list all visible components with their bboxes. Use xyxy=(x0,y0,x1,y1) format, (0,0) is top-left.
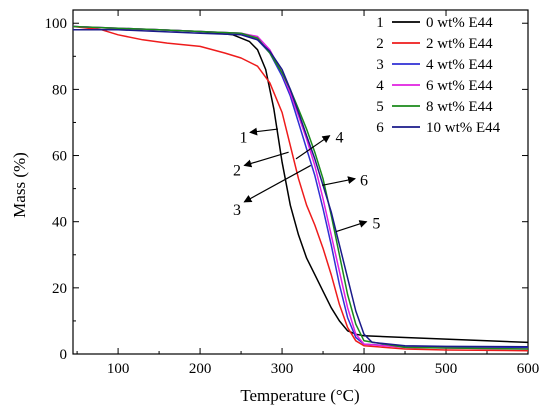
legend-index-6: 6 xyxy=(376,120,384,136)
legend-index-1: 1 xyxy=(376,15,384,31)
annotation-label-4: 4 xyxy=(335,129,343,146)
series-layer xyxy=(72,25,529,352)
y-tick-label: 40 xyxy=(52,215,67,231)
legend-label-5: 8 wt% E44 xyxy=(426,99,493,115)
x-axis-title: Temperature (°C) xyxy=(240,386,359,405)
annotation-arrow-5 xyxy=(335,220,368,233)
legend-label-2: 2 wt% E44 xyxy=(426,36,493,52)
legend-index-3: 3 xyxy=(376,57,384,73)
y-axis-title: Mass (%) xyxy=(10,152,29,218)
annotation-layer: 1 2 3 4 6 5 xyxy=(233,127,380,233)
y-tick-label: 100 xyxy=(45,16,68,32)
x-tick-label: 100 xyxy=(107,361,130,377)
annotation-arrow-4 xyxy=(295,135,331,160)
annotation-label-6: 6 xyxy=(360,172,368,189)
x-tick-label: 500 xyxy=(435,361,458,377)
x-tick-label: 300 xyxy=(271,361,294,377)
y-tick-label: 0 xyxy=(60,347,68,363)
legend-index-2: 2 xyxy=(376,36,384,52)
axis-ticks: 100 200 300 400 500 600 0 20 40 60 80 100 xyxy=(45,10,540,377)
series-line-6 xyxy=(73,29,529,348)
series-line-2 xyxy=(72,25,529,352)
x-tick-label: 600 xyxy=(517,361,540,377)
legend-label-6: 10 wt% E44 xyxy=(426,120,501,136)
x-tick-label: 200 xyxy=(189,361,212,377)
annotation-arrow-6 xyxy=(322,176,356,186)
annotation-label-2: 2 xyxy=(233,162,241,179)
plot-area-frame xyxy=(72,9,529,355)
legend-index-4: 4 xyxy=(376,78,384,94)
annotation-arrow-1 xyxy=(249,127,279,136)
annotation-label-5: 5 xyxy=(372,215,380,232)
x-tick-label: 400 xyxy=(353,361,376,377)
y-tick-label: 60 xyxy=(52,149,67,165)
annotation-arrow-2 xyxy=(243,151,289,168)
y-tick-label: 80 xyxy=(52,82,67,98)
legend-label-3: 4 wt% E44 xyxy=(426,57,493,73)
annotation-arrow-3 xyxy=(243,164,312,203)
annotation-label-1: 1 xyxy=(240,129,248,146)
legend-index-5: 5 xyxy=(376,99,384,115)
legend-label-1: 0 wt% E44 xyxy=(426,15,493,31)
legend-label-4: 6 wt% E44 xyxy=(426,78,493,94)
annotation-label-3: 3 xyxy=(233,202,241,219)
series-line-5 xyxy=(72,25,529,350)
y-tick-label: 20 xyxy=(52,281,67,297)
